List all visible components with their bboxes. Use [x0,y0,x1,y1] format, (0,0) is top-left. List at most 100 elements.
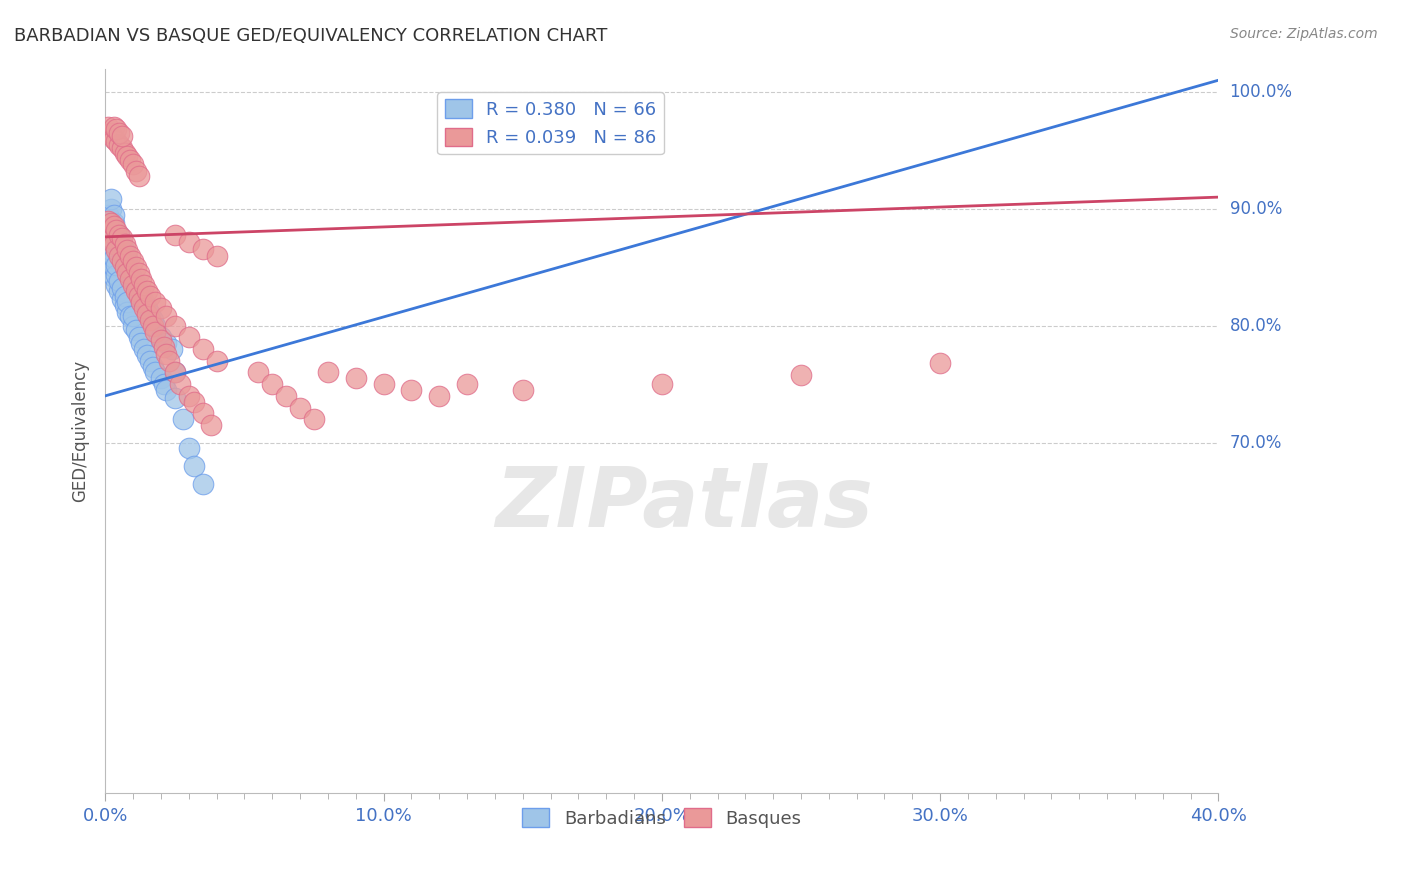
Point [177,389,200,403]
Point [160,342,183,356]
Point [108,249,131,263]
Point [114,244,136,258]
Point [103,216,125,230]
Point [152,377,174,392]
Point [128,330,150,344]
Point [100,231,122,245]
Point [117,295,139,310]
Point [97,213,120,227]
Point [141,318,163,333]
Point [111,236,134,251]
Point [108,126,131,140]
Point [103,251,125,265]
Text: 70.0%: 70.0% [1230,434,1282,451]
Text: 80.0%: 80.0% [1230,317,1282,334]
Point [114,145,136,160]
Point [111,141,134,155]
Point [100,254,122,268]
Point [512,383,534,397]
Point [105,268,128,283]
Point [103,208,125,222]
Point [163,227,186,242]
Point [131,272,153,286]
Point [131,289,153,303]
Point [302,412,325,426]
Point [128,289,150,303]
Point [105,223,128,237]
Point [131,336,153,351]
Point [136,284,159,298]
Point [117,304,139,318]
Point [103,120,125,134]
Point [125,260,148,275]
Point [122,272,145,286]
Point [114,253,136,268]
Point [373,377,395,392]
Point [122,157,145,171]
Point [143,325,166,339]
Point [134,277,156,292]
Text: ZIPatlas: ZIPatlas [495,463,873,544]
Point [120,267,142,281]
Point [169,377,191,392]
Point [149,301,172,315]
Legend: Barbadians, Basques: Barbadians, Basques [515,801,808,835]
Point [143,295,166,310]
Point [100,202,122,216]
Point [120,249,142,263]
Point [149,371,172,385]
Point [114,289,136,303]
Point [120,153,142,167]
Point [288,401,311,415]
Point [122,254,145,268]
Point [100,193,122,207]
Point [122,310,145,324]
Point [100,216,122,230]
Point [316,366,339,380]
Point [141,313,163,327]
Point [128,169,150,183]
Point [274,389,297,403]
Point [103,219,125,234]
Point [108,227,131,242]
Point [177,330,200,344]
Point [139,307,162,321]
Text: Source: ZipAtlas.com: Source: ZipAtlas.com [1230,27,1378,41]
Point [117,266,139,280]
Point [122,318,145,333]
Point [117,243,139,257]
Point [136,301,159,315]
Point [651,377,673,392]
Point [125,284,148,298]
Point [149,330,172,344]
Point [117,251,139,265]
Point [139,353,162,368]
Point [136,348,159,362]
Point [172,412,194,426]
Point [125,277,148,291]
Point [205,249,228,263]
Point [100,231,122,245]
Point [134,301,156,315]
Point [136,307,159,321]
Point [103,236,125,251]
Point [456,377,478,392]
Text: 100.0%: 100.0% [1230,83,1292,101]
Point [105,277,128,292]
Text: BARBADIAN VS BASQUE GED/EQUIVALENCY CORRELATION CHART: BARBADIAN VS BASQUE GED/EQUIVALENCY CORR… [14,27,607,45]
Point [117,260,139,275]
Point [114,236,136,251]
Point [141,359,163,374]
Point [163,366,186,380]
Point [111,281,134,295]
Point [790,368,813,382]
Point [105,258,128,272]
Point [105,243,128,257]
Point [105,122,128,136]
Point [97,236,120,251]
Point [114,260,136,275]
Point [111,231,134,245]
Point [131,295,153,310]
Point [108,227,131,242]
Point [111,246,134,260]
